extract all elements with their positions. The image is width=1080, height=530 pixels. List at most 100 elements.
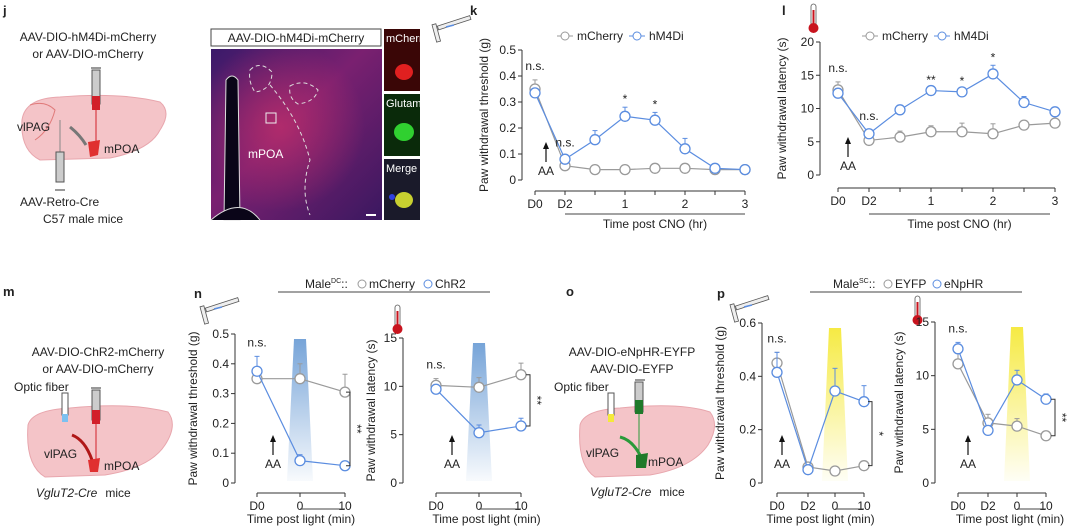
significance-annotation: * [653,97,658,111]
vlpag-label: vlPAG [44,447,77,461]
y-tick-label: 5 [922,422,929,436]
data-point-EYFP [1011,420,1023,432]
panel-letter-j: j [2,3,7,18]
ns-annotation: n.s. [767,331,786,345]
virus-label-1: AAV-DIO-hM4Di-mCherry [20,30,156,44]
arrow-up-icon [543,142,549,149]
data-point-hM4Di [529,87,541,99]
y-tick-label: 10 [384,379,398,393]
x-tick-label: D2 [800,499,816,513]
vlpag-label: vlPAG [586,446,619,460]
data-point-hM4Di [649,114,661,126]
x-tick-label: 3 [1052,194,1059,208]
light-stimulus-beam [822,328,848,481]
x-tick-label: 10 [1039,499,1053,513]
inset-label-mcherry: mCherry [386,33,429,45]
significance-annotation: * [872,431,886,436]
x-tick-label: D0 [830,194,846,208]
inset-label-glutamate: Glutamate [386,98,437,110]
y-axis-label: Paw withdrawal latency (s) [775,37,789,179]
filament-rod [734,295,770,311]
legend-marker-treatment [932,279,942,289]
data-point-eNpHR [771,366,783,378]
y-axis-label: Paw withdrawal latency (s) [364,339,378,481]
significance-bracket [346,391,351,467]
legend-label: mCherry [577,29,623,43]
data-point-mCherry [894,131,906,143]
data-point-ChR2 [294,454,306,467]
significance-bracket [868,401,873,467]
significance-bracket [526,374,531,427]
ns-annotation: n.s. [859,109,878,123]
x-tick-label: D0 [428,499,444,513]
group-label: MaleDC:: [305,277,348,291]
thermometer-fill [916,302,919,318]
y-axis-label: Paw withdrawal threshold (g) [713,326,727,480]
data-point-eNpHR [1040,393,1052,405]
data-point-hM4Di [863,128,875,140]
mouse-line-label: C57 male mice [43,212,123,226]
group-sep: :: [341,277,348,291]
arrow-up-icon [270,435,276,442]
data-point-hM4Di [709,162,721,174]
x-tick-label: 1 [622,197,629,211]
cerebellum-icon [29,102,56,141]
light-stimulus-beam [1004,327,1030,481]
group-sup: DC [331,278,341,285]
retro-syringe-icon [55,120,65,191]
panel-letter-p: p [717,286,725,301]
arrow-up-icon [845,137,851,144]
data-point-hM4Di [832,87,844,99]
legend-label-control: EYFP [895,277,926,291]
data-point-eNpHR [829,385,841,397]
data-point-mCherry [1018,119,1030,131]
inset-merge [384,159,420,220]
data-point-EYFP [952,358,964,370]
data-point-hM4Di [589,134,601,146]
legend-marker [632,31,642,41]
thermometer-bulb [808,23,819,33]
virus-label-2: AAV-DIO-EYFP [590,362,673,376]
group-name: Male [833,277,859,291]
y-tick-label: 0.3 [212,387,229,401]
x-axis-label: Time post CNO (hr) [603,217,707,231]
y-tick-label: 0 [509,173,516,187]
data-point-hM4Di [679,143,691,155]
y-tick-label: 5 [390,428,397,442]
x-axis-label: Time post light (min) [247,512,355,526]
ns-annotation: n.s. [525,59,544,73]
ns-annotation: n.s. [247,335,266,349]
filament-handle [729,303,740,323]
data-point-mCherry [1049,117,1061,129]
image-title-box [210,28,382,47]
filament-mark [213,306,223,310]
inset-mcherry [384,29,420,91]
chart-panel-k-0: 0 0.1 0.2 0.3 0.4 0.5 Paw withdrawal threshold… [431,15,751,231]
image-region-label: mPOA [248,147,283,161]
y-tick-label: 0 [390,476,397,490]
panel-letter-n: n [194,286,202,301]
mouse-line-italic: VgluT2-Cre [590,485,652,499]
y-axis-label: Paw withdrawal threshold (g) [477,38,491,192]
von-frey-filament-icon [729,295,770,323]
data-point-ChR2 [515,420,527,432]
data-point-hM4Di [559,153,571,165]
panel-j-schematic: AAV-DIO-hM4Di-mCherry or AAV-DIO-mCherry… [17,30,167,226]
chart-panel-n-2: 0 0.1 0.2 0.3 0.4 0.5 Paw withdrawal threshold… [186,297,364,526]
panel-m-schematic: AAV-DIO-ChR2-mCherry or AAV-DIO-mCherry … [14,345,173,500]
y-tick-label: 0.3 [499,95,516,109]
optic-fiber-icon [61,392,69,416]
brain-icon [579,405,715,478]
optic-fiber-label: Optic fiber [14,380,69,394]
x-tick-label: D2 [980,499,996,513]
x-tick-label: 2 [990,194,997,208]
x-axis-label: Time post light (min) [432,512,540,526]
ns-annotation: n.s. [426,358,445,372]
ns-annotation: n.s. [555,136,574,150]
thermometer-fill [812,10,815,26]
retro-virus-label: AAV-Retro-Cre [20,195,99,209]
thermometer-icon [912,295,923,325]
y-tick-label: 0 [749,476,756,490]
y-tick-label: 0 [922,476,929,490]
